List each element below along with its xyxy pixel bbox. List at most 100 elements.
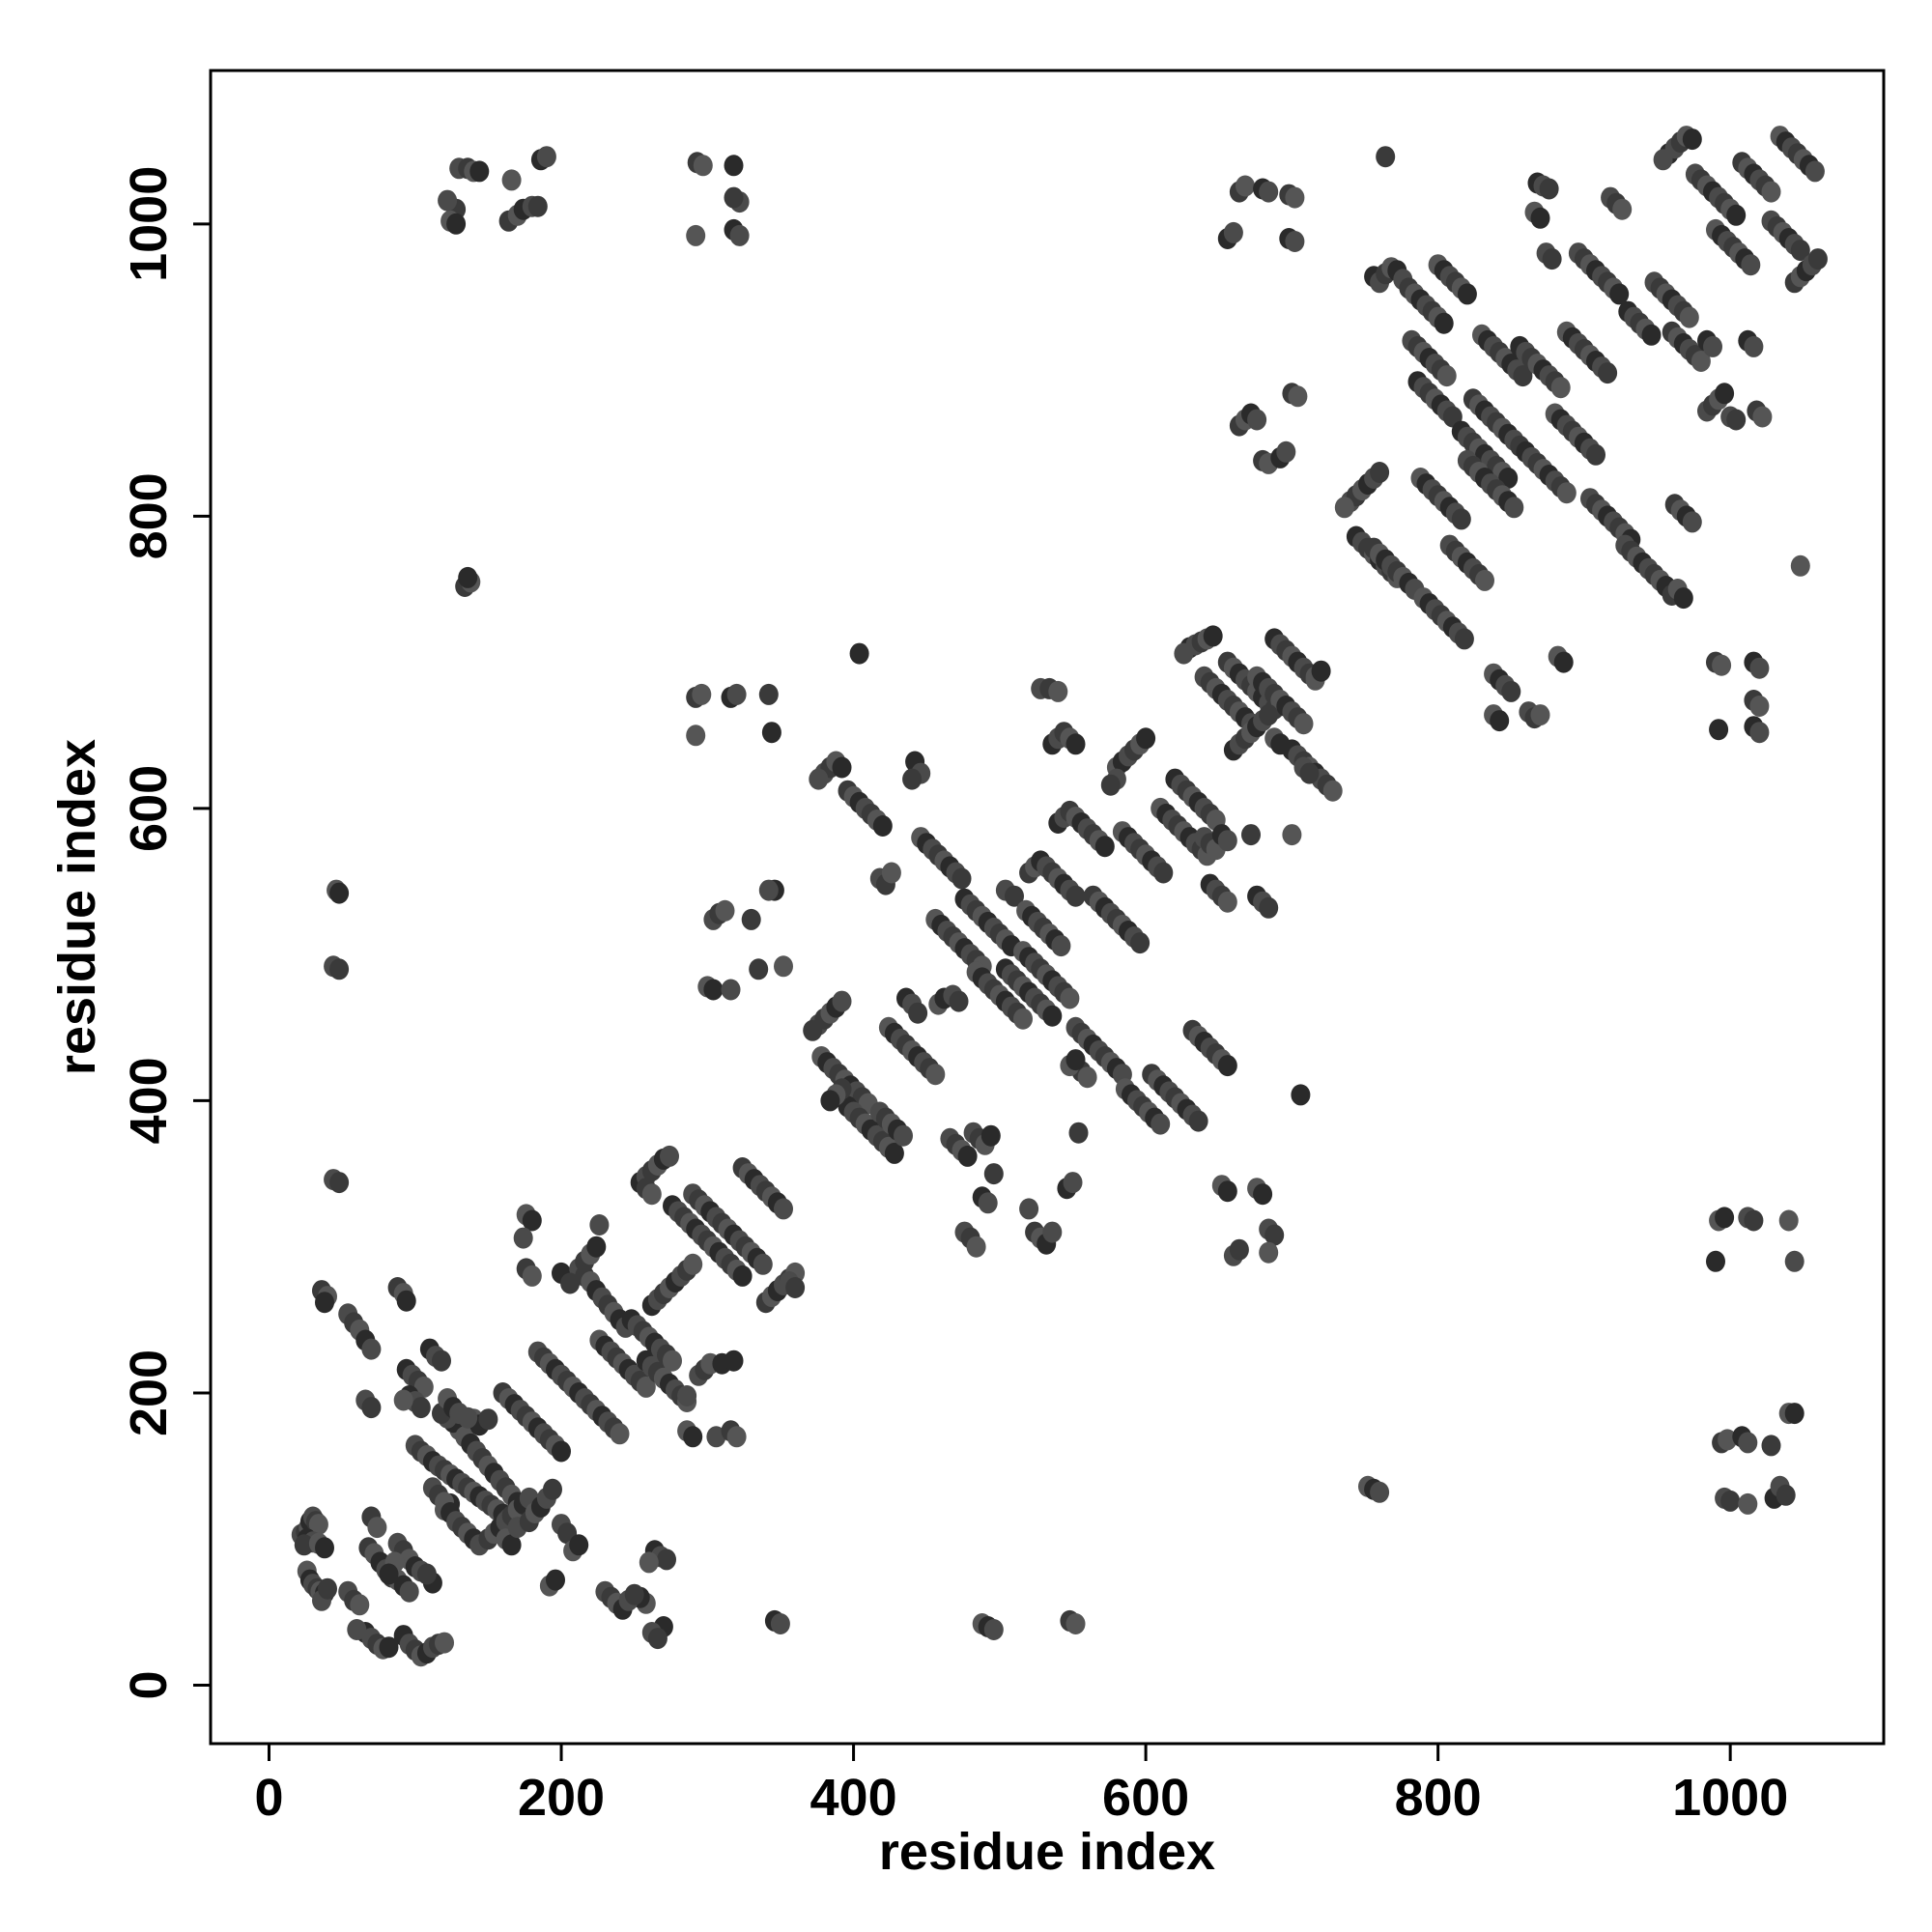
data-point [1726, 204, 1747, 226]
y-tick-label: 0 [120, 1670, 178, 1699]
data-point [1376, 146, 1396, 168]
data-point [569, 1534, 589, 1556]
data-point [872, 815, 893, 837]
data-point [1598, 362, 1618, 384]
data-point [703, 979, 724, 1001]
data-point [693, 155, 713, 177]
data-point [1370, 1481, 1390, 1503]
data-point [732, 1264, 753, 1287]
data-point [978, 1192, 998, 1214]
data-point [294, 1534, 314, 1556]
data-point [660, 1145, 679, 1167]
data-point [396, 1290, 416, 1312]
data-point [308, 1514, 328, 1536]
data-point [1556, 482, 1577, 504]
data-point [1712, 654, 1732, 676]
data-point [1679, 306, 1699, 328]
data-point [546, 1569, 565, 1591]
y-axis-title: residue index [48, 739, 106, 1075]
data-point [1019, 1198, 1039, 1220]
data-point [1217, 830, 1237, 852]
data-point [1749, 657, 1770, 679]
data-point [458, 566, 478, 588]
data-point [1682, 128, 1702, 151]
data-point [785, 1277, 806, 1298]
data-point [1136, 727, 1156, 750]
data-point [1682, 511, 1702, 533]
data-point [315, 1537, 334, 1559]
data-point [350, 1594, 370, 1616]
data-point [1457, 283, 1477, 305]
data-point [957, 1145, 978, 1167]
y-tick-label: 200 [120, 1350, 178, 1436]
data-point [1100, 774, 1121, 796]
data-point [1259, 704, 1279, 726]
data-point [552, 1440, 571, 1463]
data-point [478, 1408, 498, 1431]
data-point [884, 1142, 904, 1164]
data-point [1715, 1207, 1735, 1229]
data-point [1223, 221, 1243, 243]
data-point [1609, 283, 1630, 305]
data-point [522, 1209, 542, 1232]
data-point [1291, 1084, 1311, 1106]
data-point [1550, 377, 1571, 399]
data-point [1065, 1613, 1086, 1634]
data-point [925, 1064, 946, 1086]
data-point [1807, 248, 1828, 270]
y-tick-label: 800 [120, 472, 178, 559]
data-points [291, 126, 1828, 1667]
data-point [774, 955, 793, 978]
data-point [1229, 1238, 1249, 1261]
data-point [1259, 896, 1279, 919]
data-point [1005, 885, 1024, 907]
data-point [1673, 587, 1693, 610]
y-axis: 0 200 400 600 800 1000 [120, 166, 211, 1700]
data-point [1749, 722, 1770, 744]
data-point [952, 867, 972, 890]
data-point [1264, 1224, 1285, 1246]
data-point [1530, 704, 1550, 726]
data-point [1253, 1183, 1273, 1206]
y-tick-label: 400 [120, 1057, 178, 1144]
data-point [1063, 1172, 1083, 1194]
data-point [393, 1389, 413, 1411]
data-point [1744, 335, 1764, 357]
data-point [753, 1253, 773, 1275]
data-point [902, 768, 923, 790]
data-point [399, 1580, 419, 1603]
data-point [1013, 1008, 1033, 1030]
data-point [318, 1577, 337, 1600]
data-point [367, 1517, 387, 1539]
data-point [1151, 1113, 1171, 1135]
data-point [949, 990, 969, 1012]
data-point [1094, 836, 1115, 858]
x-tick-label: 400 [810, 1769, 897, 1827]
data-point [1217, 1055, 1237, 1077]
data-point [1217, 1180, 1237, 1203]
data-point [458, 1406, 478, 1429]
data-point [1513, 365, 1533, 387]
y-tick-label: 600 [120, 765, 178, 852]
data-point [832, 756, 852, 779]
data-point [1475, 569, 1494, 591]
data-point [1641, 324, 1662, 346]
data-point [1542, 248, 1562, 270]
data-point [1217, 891, 1237, 913]
data-point [683, 1253, 703, 1275]
data-point [536, 146, 556, 168]
data-point [1720, 1490, 1741, 1512]
data-point [1048, 680, 1068, 702]
data-point [513, 1227, 533, 1249]
data-point [1718, 1429, 1738, 1451]
data-point [639, 1551, 659, 1574]
data-point [983, 1619, 1004, 1640]
data-point [1553, 651, 1574, 673]
data-point [1790, 554, 1810, 577]
data-point [683, 1426, 703, 1448]
data-point [692, 683, 712, 705]
data-point [1051, 935, 1071, 957]
data-point [726, 1426, 747, 1448]
data-point [1490, 710, 1510, 732]
